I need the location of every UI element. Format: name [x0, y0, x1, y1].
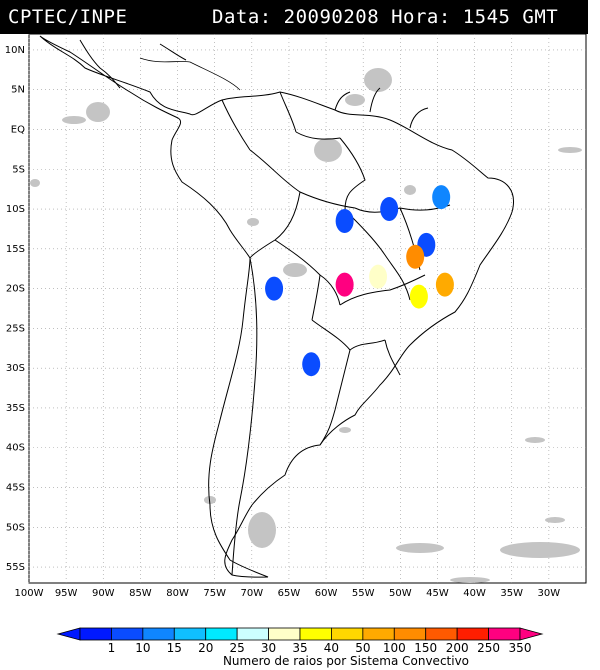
lon-label: 45W: [426, 588, 449, 599]
legend-swatch: [425, 627, 458, 641]
lon-label: 100W: [15, 588, 44, 599]
color-legend: 1 10 15 20 25 30 35 40 50 100 150 200 250 350: [56, 627, 544, 655]
legend-swatch: [456, 627, 489, 641]
convective-system: [380, 197, 399, 222]
convective-system: [265, 276, 284, 301]
lat-label: 40S: [6, 443, 25, 454]
map-frame: [28, 33, 587, 584]
convective-system: [335, 272, 354, 297]
legend-swatch: [236, 627, 269, 641]
lat-label: 10N: [5, 45, 25, 56]
legend-swatch: [299, 627, 332, 641]
lat-label: 5N: [11, 85, 25, 96]
legend-label: 150: [414, 641, 437, 655]
lon-label: 50W: [389, 588, 412, 599]
lat-label: 15S: [6, 244, 25, 255]
longitude-labels: 100W 95W 90W 85W 80W 75W 70W 65W 60W 55W 50W 45W 40W…: [15, 588, 561, 599]
legend-swatch: [362, 627, 395, 641]
datetime-label: Data: 20090208 Hora: 1545 GMT: [212, 6, 559, 28]
legend-swatch: [111, 627, 144, 641]
lat-label: 35S: [6, 403, 25, 414]
grid-lines: [28, 34, 586, 583]
latitude-labels: 10N 5N EQ 5S 10S 15S 20S 25S 30S 35S 40S 45S 50S 55S: [5, 45, 25, 573]
lat-label: 25S: [6, 323, 25, 334]
lat-label: 50S: [6, 522, 25, 533]
lon-label: 65W: [278, 588, 301, 599]
legend-caption: Numero de raios por Sistema Convectivo: [223, 654, 469, 668]
legend-label: 200: [446, 641, 469, 655]
legend-label: 50: [355, 641, 370, 655]
convective-system: [406, 244, 425, 269]
legend-swatch: [142, 627, 175, 641]
convective-system: [435, 272, 454, 297]
lat-label: 5S: [12, 164, 25, 175]
legend-label: 350: [509, 641, 532, 655]
lat-label: 20S: [6, 284, 25, 295]
legend-swatch: [173, 627, 207, 641]
lat-label: 10S: [6, 204, 25, 215]
legend-swatch: [488, 627, 521, 641]
legend-label: 30: [261, 641, 276, 655]
lon-label: 95W: [55, 588, 78, 599]
legend-swatch: [79, 627, 112, 641]
legend-swatch: [331, 627, 364, 641]
source-label: CPTEC/INPE: [8, 6, 128, 28]
legend-label: 40: [324, 641, 339, 655]
legend-label: 1: [108, 641, 116, 655]
legend-label: 250: [477, 641, 500, 655]
legend-label: 20: [198, 641, 213, 655]
legend-label: 25: [230, 641, 245, 655]
lat-label: 55S: [6, 562, 25, 573]
coastlines: [39, 35, 514, 578]
legend-right-arrow: [519, 627, 544, 641]
legend-left-arrow: [56, 627, 81, 641]
convective-system: [302, 352, 321, 377]
convective-system: [432, 185, 451, 210]
convective-system: [335, 208, 354, 233]
lon-label: 90W: [92, 588, 115, 599]
legend-swatch: [205, 627, 238, 641]
lon-label: 55W: [352, 588, 375, 599]
lon-label: 80W: [166, 588, 189, 599]
lon-label: 70W: [240, 588, 263, 599]
convective-system: [409, 284, 428, 309]
lon-label: 60W: [315, 588, 338, 599]
legend-swatch: [268, 627, 301, 641]
lon-label: 75W: [203, 588, 226, 599]
lat-label: 30S: [6, 363, 25, 374]
legend-swatch: [393, 627, 427, 641]
legend-label: 15: [167, 641, 182, 655]
lat-label: EQ: [11, 124, 25, 135]
lon-label: 85W: [129, 588, 152, 599]
convective-system: [369, 264, 388, 289]
convective-systems: [265, 185, 454, 377]
legend-label: 100: [383, 641, 406, 655]
cloud-patches: [30, 68, 582, 583]
legend-label: 10: [135, 641, 150, 655]
lon-label: 30W: [538, 588, 561, 599]
lat-label: 45S: [6, 483, 25, 494]
lon-label: 35W: [500, 588, 523, 599]
lon-label: 40W: [463, 588, 486, 599]
title-bar: CPTEC/INPE Data: 20090208 Hora: 1545 GMT: [0, 0, 588, 34]
legend-label: 35: [292, 641, 307, 655]
